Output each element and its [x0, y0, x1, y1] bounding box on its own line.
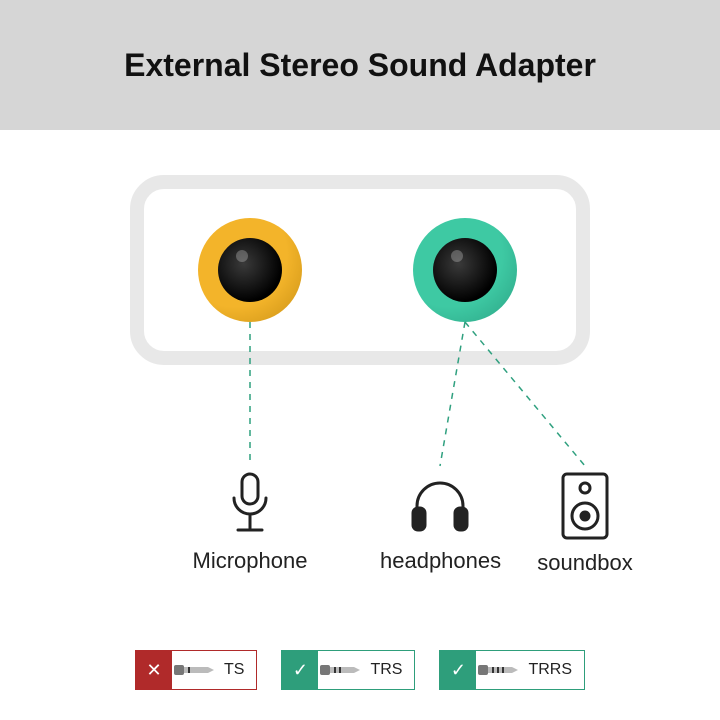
plug-icon: [172, 662, 220, 678]
badge-label: TRS: [366, 661, 414, 679]
soundbox-label: soundbox: [525, 550, 645, 576]
microphone-label: Microphone: [190, 548, 310, 574]
microphone-icon: [220, 470, 280, 540]
soundbox-icon: [557, 470, 613, 542]
headphones-icon: [405, 470, 475, 540]
cross-icon: ✕: [136, 651, 172, 689]
headphones-label: headphones: [380, 548, 500, 574]
badge-label: TS: [220, 661, 256, 679]
badge-trrs: ✓ TRRS: [439, 650, 585, 690]
check-icon: ✓: [440, 651, 476, 689]
compatibility-badges: ✕ TS✓ TRS✓ TRRS: [0, 650, 720, 690]
plug-icon: [318, 662, 366, 678]
badge-label: TRRS: [524, 661, 584, 679]
headphones-block: headphones: [380, 470, 500, 574]
badge-trs: ✓ TRS: [281, 650, 415, 690]
soundbox-block: soundbox: [525, 470, 645, 576]
plug-icon: [476, 662, 524, 678]
microphone-block: Microphone: [190, 470, 310, 574]
badge-ts: ✕ TS: [135, 650, 257, 690]
connector-lines: [0, 0, 720, 720]
check-icon: ✓: [282, 651, 318, 689]
